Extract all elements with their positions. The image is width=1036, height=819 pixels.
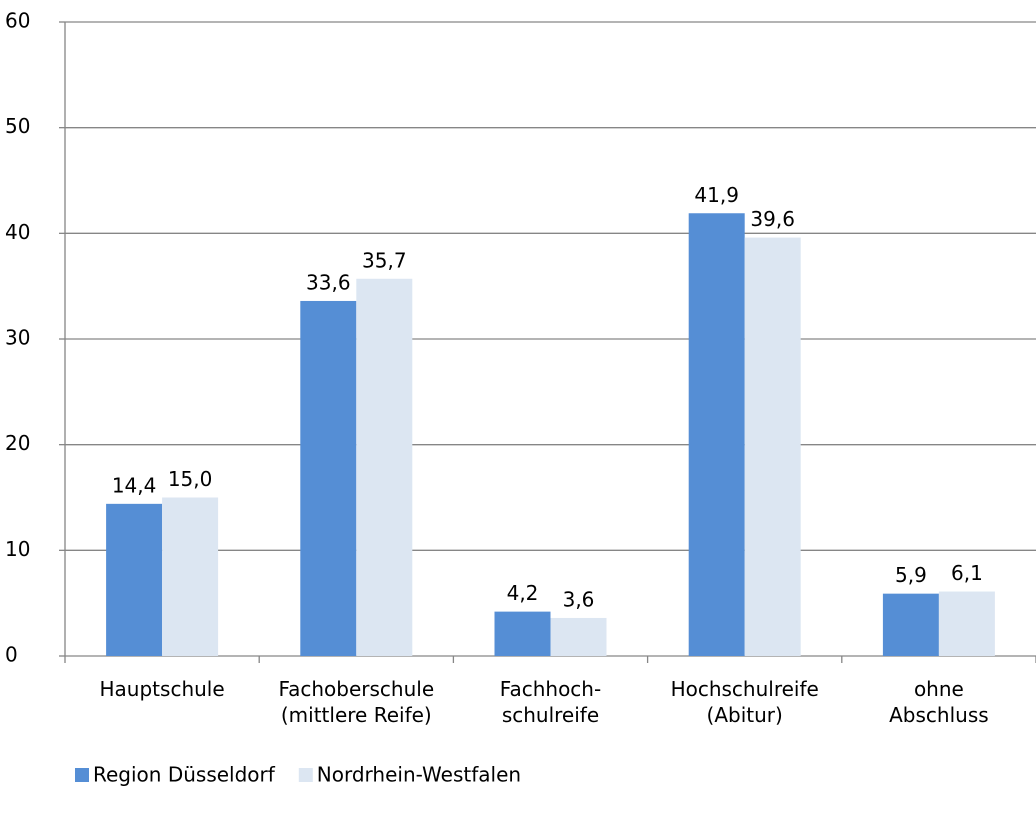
x-tick-label: Hochschulreife (Abitur) bbox=[671, 677, 819, 727]
y-tick-label: 10 bbox=[5, 537, 30, 561]
value-label: 4,2 bbox=[507, 581, 539, 605]
x-tick-label-line: Abschluss bbox=[889, 703, 989, 727]
bar bbox=[688, 213, 745, 657]
y-tick-label: 40 bbox=[5, 220, 30, 244]
bar bbox=[550, 617, 607, 656]
x-tick-label: Fachoberschule (mittlere Reife) bbox=[278, 677, 434, 727]
legend-swatch bbox=[75, 768, 89, 782]
value-label: 33,6 bbox=[306, 270, 351, 294]
value-label: 14,4 bbox=[112, 473, 157, 497]
bar bbox=[106, 503, 163, 656]
value-label: 39,6 bbox=[750, 207, 795, 231]
bar bbox=[882, 593, 939, 656]
value-label: 3,6 bbox=[563, 587, 595, 611]
x-tick-label-line: Fachoberschule bbox=[278, 677, 434, 701]
legend-label: Nordrhein-Westfalen bbox=[317, 763, 521, 787]
bar bbox=[356, 278, 413, 656]
y-tick-label: 0 bbox=[5, 643, 18, 667]
bar bbox=[494, 611, 551, 656]
x-tick-label: Hauptschule bbox=[100, 677, 225, 701]
value-label: 6,1 bbox=[951, 561, 983, 585]
x-tick-label: ohne Abschluss bbox=[889, 677, 989, 727]
value-label: 41,9 bbox=[694, 183, 739, 207]
value-label: 35,7 bbox=[362, 248, 407, 272]
y-tick-label: 60 bbox=[5, 9, 30, 33]
x-tick-label-line: Hochschulreife bbox=[671, 677, 819, 701]
x-tick-label-line: ohne bbox=[914, 677, 964, 701]
y-tick-label: 50 bbox=[5, 114, 30, 138]
bar bbox=[744, 237, 801, 656]
value-label: 15,0 bbox=[168, 467, 213, 491]
x-tick-label-line: (Abitur) bbox=[707, 703, 783, 727]
x-tick-label-line: (mittlere Reife) bbox=[281, 703, 432, 727]
bar bbox=[162, 497, 219, 656]
y-tick-label: 20 bbox=[5, 431, 30, 455]
x-tick-label-line: schulreife bbox=[502, 703, 599, 727]
legend-label: Region Düsseldorf bbox=[93, 763, 276, 787]
x-tick-label: Fachhoch-schulreife bbox=[500, 677, 601, 727]
x-tick-label-line: Fachhoch- bbox=[500, 677, 601, 701]
legend-swatch bbox=[298, 768, 313, 782]
value-label: 5,9 bbox=[895, 563, 927, 587]
y-tick-label: 30 bbox=[5, 326, 30, 350]
x-tick-label-line: Hauptschule bbox=[100, 677, 225, 701]
bar bbox=[938, 591, 995, 656]
bar bbox=[300, 300, 357, 656]
